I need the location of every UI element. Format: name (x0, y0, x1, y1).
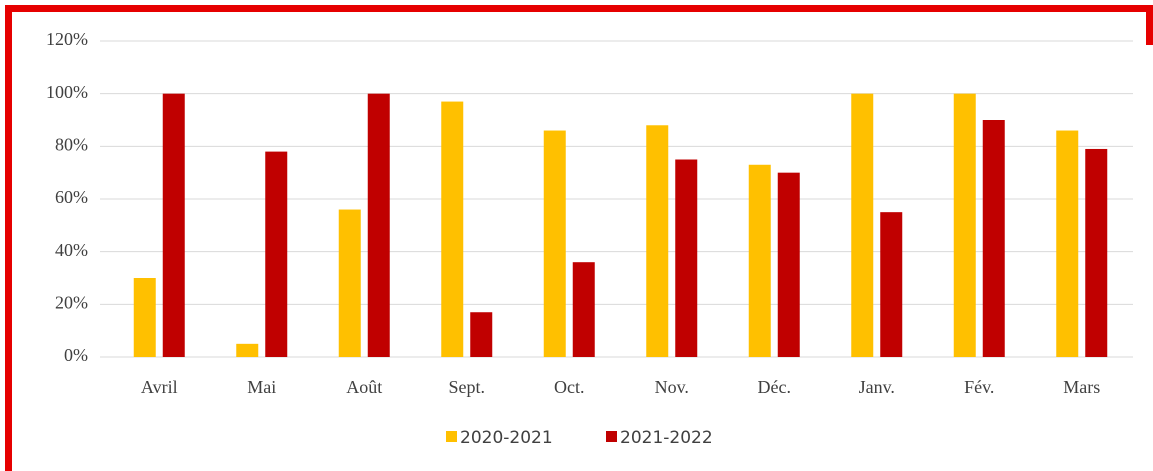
bar (851, 93, 874, 358)
bar (441, 101, 464, 357)
x-tick-label: Janv. (859, 377, 895, 397)
bar (1085, 148, 1108, 357)
x-tick-label: Mai (247, 377, 276, 397)
bar (982, 120, 1005, 357)
x-tick-label: Nov. (655, 377, 689, 397)
x-tick-label: Fév. (964, 377, 994, 397)
y-tick-label: 80% (55, 134, 88, 154)
bar (236, 343, 259, 357)
bar (880, 212, 903, 357)
x-tick-label: Août (346, 377, 382, 397)
y-tick-label: 120% (46, 29, 88, 49)
y-tick-label: 40% (55, 240, 88, 260)
bar (675, 159, 698, 357)
legend-label: 2021-2022 (620, 428, 713, 448)
y-tick-label: 0% (64, 345, 88, 365)
bar (543, 130, 566, 357)
y-tick-label: 60% (55, 187, 88, 207)
bar (162, 93, 185, 358)
bar (748, 164, 771, 357)
x-tick-label: Déc. (758, 377, 791, 397)
frame-top (5, 5, 1153, 12)
x-tick-label: Oct. (554, 377, 585, 397)
bar (646, 125, 669, 358)
frame-right (1146, 5, 1153, 45)
bar (338, 209, 361, 357)
legend-swatch (446, 431, 457, 442)
x-tick-label: Avril (141, 377, 178, 397)
bar (572, 262, 595, 357)
bar (133, 278, 156, 357)
bar (1056, 130, 1079, 357)
y-tick-label: 100% (46, 82, 88, 102)
legend-label: 2020-2021 (460, 428, 553, 448)
bar (470, 312, 493, 357)
bar (367, 93, 390, 358)
bar (953, 93, 976, 358)
legend-swatch (606, 431, 617, 442)
y-tick-label: 20% (55, 292, 88, 312)
bar (265, 151, 288, 357)
x-tick-label: Sept. (448, 377, 485, 397)
x-tick-label: Mars (1063, 377, 1100, 397)
bar (777, 172, 800, 357)
frame-left (5, 5, 12, 471)
